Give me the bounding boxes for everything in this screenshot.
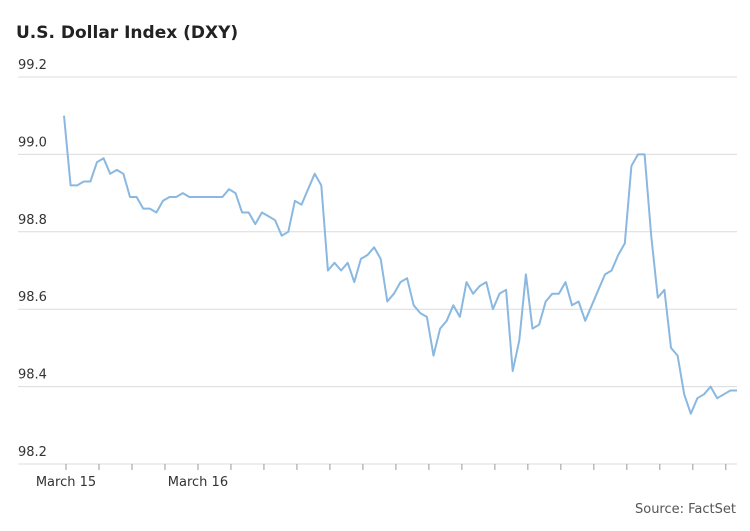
- source-note: Source: FactSet: [635, 502, 736, 517]
- y-tick-label: 99.0: [18, 135, 47, 150]
- chart-title: U.S. Dollar Index (DXY): [16, 23, 238, 43]
- line-series: [63, 115, 737, 415]
- y-tick-label: 98.4: [18, 368, 47, 383]
- y-tick-label: 99.2: [18, 58, 47, 73]
- y-tick-label: 98.6: [18, 290, 47, 305]
- x-tick-label: March 16: [168, 475, 228, 490]
- y-tick-label: 98.2: [18, 445, 47, 460]
- y-tick-label: 98.8: [18, 213, 47, 228]
- x-tick-label: March 15: [36, 475, 96, 490]
